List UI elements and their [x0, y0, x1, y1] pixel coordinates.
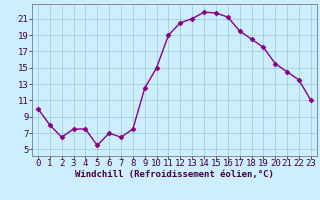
X-axis label: Windchill (Refroidissement éolien,°C): Windchill (Refroidissement éolien,°C) [75, 170, 274, 179]
